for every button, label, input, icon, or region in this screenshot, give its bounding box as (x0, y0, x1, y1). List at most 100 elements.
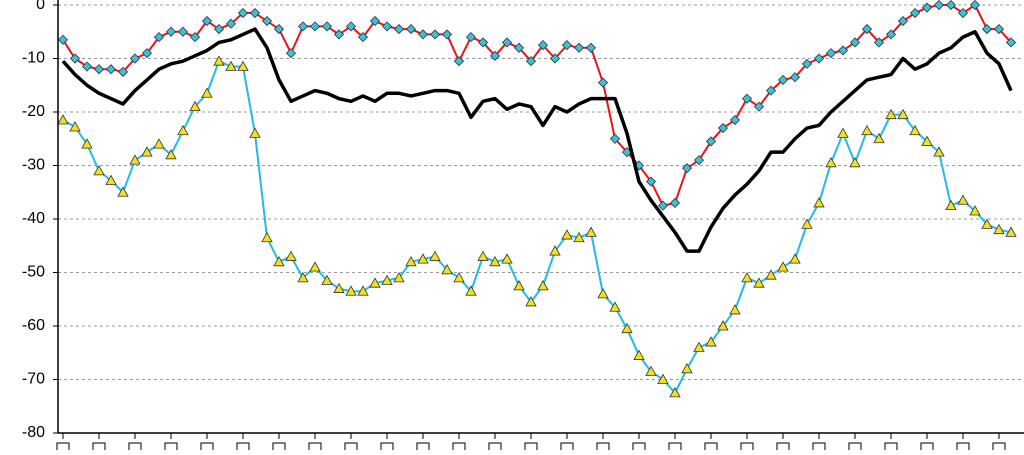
data-point (441, 264, 453, 275)
data-point (573, 231, 585, 243)
data-point (609, 133, 621, 144)
x-tick-box (236, 442, 250, 455)
data-point (765, 269, 777, 280)
data-point (285, 250, 297, 261)
data-point (93, 165, 105, 176)
x-tick-box (164, 442, 178, 455)
data-point (333, 29, 345, 40)
x-tick-box (884, 442, 898, 455)
data-point (621, 322, 633, 334)
data-point (405, 255, 417, 267)
data-point (393, 24, 405, 35)
data-point (225, 60, 237, 71)
x-tick-box (632, 442, 646, 455)
data-point (81, 61, 93, 72)
data-point (573, 42, 585, 53)
x-tick-box (488, 442, 502, 455)
data-point (261, 231, 273, 243)
x-tick-box (128, 442, 142, 455)
y-tick-label: -30 (22, 157, 45, 174)
data-point (501, 253, 513, 264)
data-point (549, 53, 561, 64)
data-point (153, 138, 165, 149)
data-point (141, 146, 153, 157)
data-point (729, 114, 741, 126)
data-point (309, 21, 321, 32)
data-point (357, 32, 369, 43)
data-point (201, 87, 213, 98)
y-tick-label: 0 (36, 0, 45, 13)
data-point (405, 24, 417, 35)
data-point (597, 288, 609, 299)
data-point (381, 21, 393, 32)
y-tick-label: -60 (22, 317, 45, 334)
data-point (705, 336, 717, 347)
data-point (693, 341, 705, 352)
data-point (321, 21, 333, 32)
data-point (189, 32, 201, 43)
y-tick-label: -10 (22, 50, 45, 67)
x-tick-box (776, 442, 790, 455)
data-point (921, 2, 933, 13)
data-point (129, 154, 141, 165)
data-point (165, 148, 177, 160)
x-tick-box (524, 442, 538, 455)
data-point (993, 24, 1005, 35)
y-tick-label: -70 (22, 371, 45, 388)
x-tick-box (272, 442, 286, 455)
x-tick-box (560, 442, 574, 455)
data-point (489, 255, 501, 267)
data-point (333, 282, 345, 293)
data-point (273, 24, 285, 35)
x-tick-box (596, 442, 610, 455)
data-point (309, 261, 321, 272)
x-tick-box (344, 442, 358, 455)
data-point (945, 199, 957, 211)
data-point (789, 253, 801, 264)
data-point (777, 74, 789, 85)
data-point (585, 42, 597, 53)
data-point (273, 255, 285, 267)
data-point (141, 48, 153, 59)
data-point (525, 296, 537, 307)
data-point (657, 373, 669, 384)
data-point (849, 37, 861, 48)
data-point (861, 24, 873, 35)
x-tick-box (92, 442, 106, 455)
data-point (489, 50, 501, 61)
data-point (525, 56, 537, 67)
x-tick-box (704, 442, 718, 455)
data-point (933, 0, 945, 11)
data-point (453, 56, 465, 67)
data-point (69, 121, 81, 132)
data-point (237, 60, 249, 71)
data-point (561, 229, 573, 240)
data-point (285, 48, 297, 59)
data-point (129, 53, 141, 64)
data-point (345, 21, 357, 32)
data-point (393, 272, 405, 283)
data-point (1005, 37, 1017, 48)
data-point (657, 200, 669, 211)
data-point (873, 37, 885, 48)
x-tick-box (200, 442, 214, 455)
data-point (441, 29, 453, 40)
data-point (429, 250, 441, 261)
data-point (753, 101, 765, 112)
data-point (885, 29, 897, 40)
data-point (933, 146, 945, 157)
data-point (549, 245, 561, 256)
data-point (957, 194, 969, 205)
data-point (213, 55, 225, 66)
data-point (369, 277, 381, 288)
data-point (837, 127, 849, 138)
data-point (729, 304, 741, 315)
series-line (61, 27, 1013, 253)
grid (53, 4, 1024, 434)
data-point (417, 253, 429, 264)
data-point (609, 301, 621, 312)
data-point (561, 40, 573, 51)
data-point (237, 7, 249, 19)
data-point (813, 53, 825, 64)
data-point (81, 138, 93, 149)
